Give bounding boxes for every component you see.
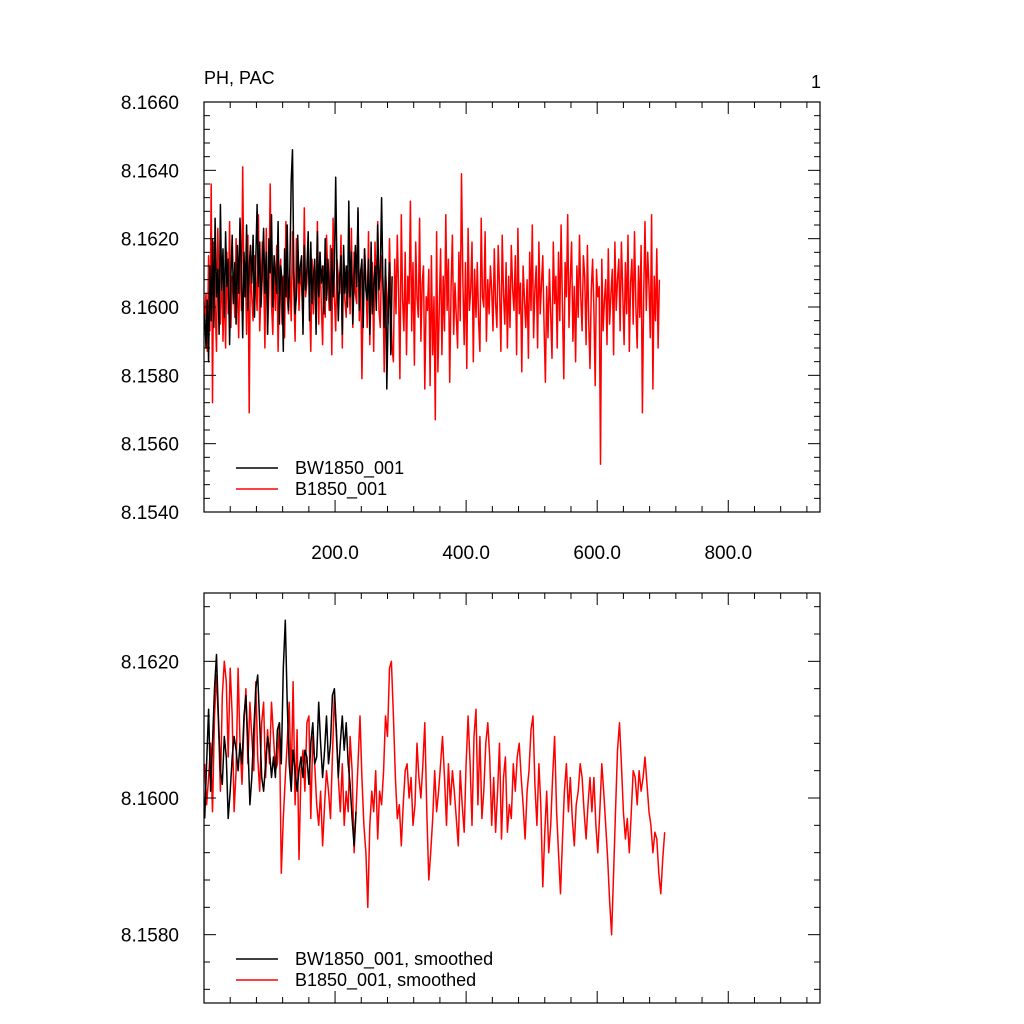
series-line-b1850 <box>204 166 661 465</box>
chart-title-left: PH, PAC <box>204 68 275 88</box>
legend-item: B1850_001 <box>236 479 387 500</box>
legend-label: BW1850_001 <box>295 458 404 479</box>
legend-label: BW1850_001, smoothed <box>295 949 493 970</box>
y-tick-label: 8.1660 <box>121 93 179 114</box>
y-tick-label: 8.1580 <box>121 366 179 387</box>
y-tick-label: 8.1620 <box>121 230 179 251</box>
x-tick-label: 600.0 <box>573 543 621 564</box>
x-tick-label: 400.0 <box>442 543 490 564</box>
legend-label: B1850_001, smoothed <box>295 970 476 991</box>
series-line-bw1850-smoothed <box>204 619 357 847</box>
series-line-b1850-smoothed <box>204 660 666 936</box>
y-tick-label: 8.1620 <box>121 652 179 673</box>
chart-bottom: 8.1580 8.1600 8.1620 BW1850_001, smoothedB… <box>121 592 821 1004</box>
y-tick-label: 8.1540 <box>121 503 179 524</box>
chart-top: PH, PAC 1 8.1540 8.1560 8.1580 8.1600 8.1620… <box>121 68 821 564</box>
legend-item: B1850_001, smoothed <box>236 970 476 991</box>
y-tick-label: 8.1580 <box>121 926 179 947</box>
series-line-bw1850 <box>204 149 393 390</box>
x-tick-label: 200.0 <box>311 543 359 564</box>
legend-item: BW1850_001 <box>236 458 404 479</box>
legend-item: BW1850_001, smoothed <box>236 949 493 970</box>
y-tick-label: 8.1560 <box>121 435 179 456</box>
x-tick-label: 800.0 <box>704 543 752 564</box>
plot-frame-top <box>203 101 821 513</box>
plot-frame-bottom <box>203 592 821 1004</box>
y-tick-label: 8.1640 <box>121 161 179 182</box>
chart-title-right: 1 <box>811 72 821 92</box>
y-tick-label: 8.1600 <box>121 298 179 319</box>
y-tick-label: 8.1600 <box>121 789 179 810</box>
legend-label: B1850_001 <box>295 479 387 500</box>
